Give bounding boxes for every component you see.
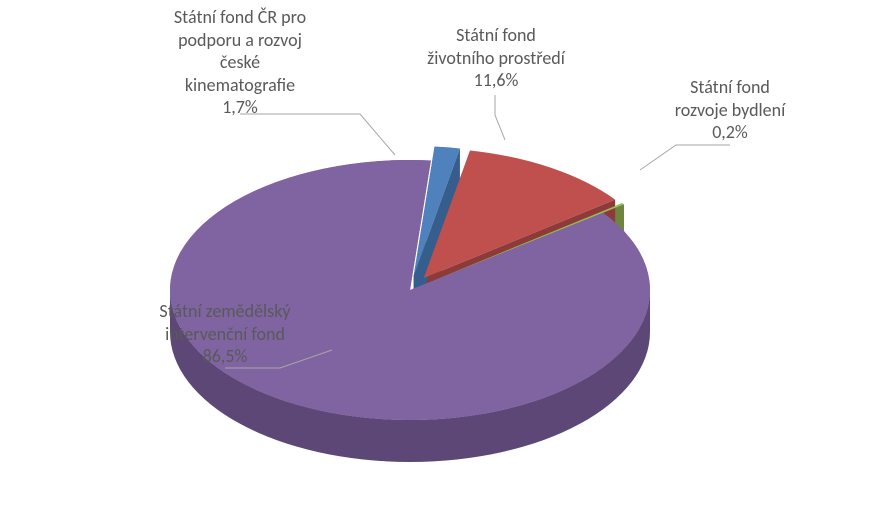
- label-zivotni-prostredi: Státní fondživotního prostředí11,6%: [386, 24, 606, 92]
- pie-chart: Státní fond ČR propodporu a rozvojčeskék…: [0, 0, 872, 517]
- label-kinematografie: Státní fond ČR propodporu a rozvojčeskék…: [140, 6, 340, 119]
- label-zemedelsky: Státní zemědělskýintervenční fond86,5%: [110, 300, 340, 368]
- label-rozvoj-bydleni: Státní fondrozvoje bydlení0,2%: [630, 76, 830, 144]
